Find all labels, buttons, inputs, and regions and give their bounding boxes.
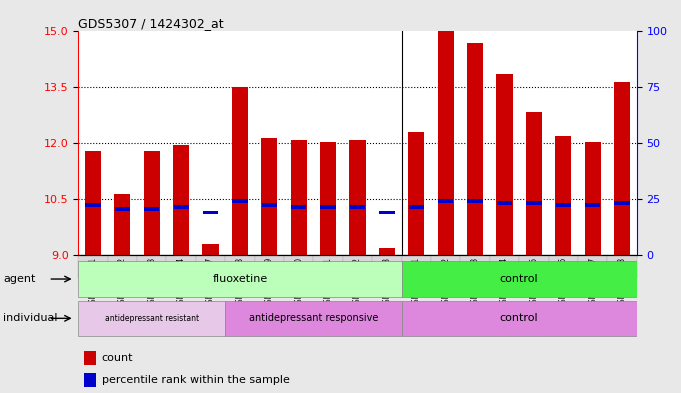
Bar <box>232 88 248 255</box>
Bar <box>409 205 424 209</box>
Bar <box>556 203 571 207</box>
Bar <box>350 205 365 209</box>
Bar <box>262 138 277 255</box>
FancyBboxPatch shape <box>225 301 402 336</box>
Bar <box>438 200 454 203</box>
FancyBboxPatch shape <box>343 255 373 278</box>
FancyBboxPatch shape <box>108 255 137 278</box>
Bar <box>174 205 189 209</box>
FancyBboxPatch shape <box>196 255 225 278</box>
FancyBboxPatch shape <box>78 301 225 336</box>
Bar <box>438 31 454 255</box>
FancyBboxPatch shape <box>225 255 255 278</box>
Bar <box>349 140 366 255</box>
Bar <box>232 200 248 203</box>
Bar <box>467 200 483 203</box>
Bar <box>321 205 336 209</box>
Bar <box>320 141 336 255</box>
Bar <box>202 244 219 255</box>
Bar <box>144 151 160 255</box>
Text: individual: individual <box>3 313 58 323</box>
Text: agent: agent <box>3 274 36 284</box>
Bar <box>614 201 630 205</box>
Bar <box>408 132 424 255</box>
Bar <box>262 203 277 207</box>
Bar <box>85 151 101 255</box>
Bar <box>173 145 189 255</box>
Bar <box>291 205 306 209</box>
Bar <box>84 351 96 365</box>
FancyBboxPatch shape <box>607 255 637 278</box>
Bar <box>496 74 513 255</box>
Bar <box>526 201 541 205</box>
Bar <box>85 203 101 207</box>
Bar <box>497 201 512 205</box>
FancyBboxPatch shape <box>166 255 196 278</box>
Bar <box>584 141 601 255</box>
Bar <box>585 203 601 207</box>
Text: control: control <box>500 274 539 284</box>
Bar <box>526 112 542 255</box>
Bar <box>114 194 131 255</box>
FancyBboxPatch shape <box>78 261 402 297</box>
Text: control: control <box>500 313 539 323</box>
Text: fluoxetine: fluoxetine <box>212 274 268 284</box>
Bar <box>144 207 159 211</box>
FancyBboxPatch shape <box>78 255 108 278</box>
Bar <box>203 211 218 215</box>
Text: antidepressant responsive: antidepressant responsive <box>249 313 378 323</box>
FancyBboxPatch shape <box>284 255 313 278</box>
FancyBboxPatch shape <box>460 255 490 278</box>
Bar <box>114 207 130 211</box>
FancyBboxPatch shape <box>578 255 607 278</box>
Bar <box>84 373 96 387</box>
FancyBboxPatch shape <box>402 255 431 278</box>
Bar <box>467 43 483 255</box>
Text: count: count <box>101 353 133 363</box>
FancyBboxPatch shape <box>431 255 460 278</box>
FancyBboxPatch shape <box>255 255 284 278</box>
Text: GDS5307 / 1424302_at: GDS5307 / 1424302_at <box>78 17 224 30</box>
FancyBboxPatch shape <box>313 255 343 278</box>
FancyBboxPatch shape <box>519 255 549 278</box>
Text: antidepressant resistant: antidepressant resistant <box>105 314 199 323</box>
FancyBboxPatch shape <box>402 301 637 336</box>
FancyBboxPatch shape <box>373 255 402 278</box>
Bar <box>379 248 395 255</box>
Bar <box>555 136 571 255</box>
Text: percentile rank within the sample: percentile rank within the sample <box>101 375 289 385</box>
FancyBboxPatch shape <box>402 261 637 297</box>
Bar <box>614 82 630 255</box>
FancyBboxPatch shape <box>490 255 519 278</box>
Bar <box>379 211 394 215</box>
FancyBboxPatch shape <box>137 255 166 278</box>
FancyBboxPatch shape <box>549 255 578 278</box>
Bar <box>291 140 307 255</box>
